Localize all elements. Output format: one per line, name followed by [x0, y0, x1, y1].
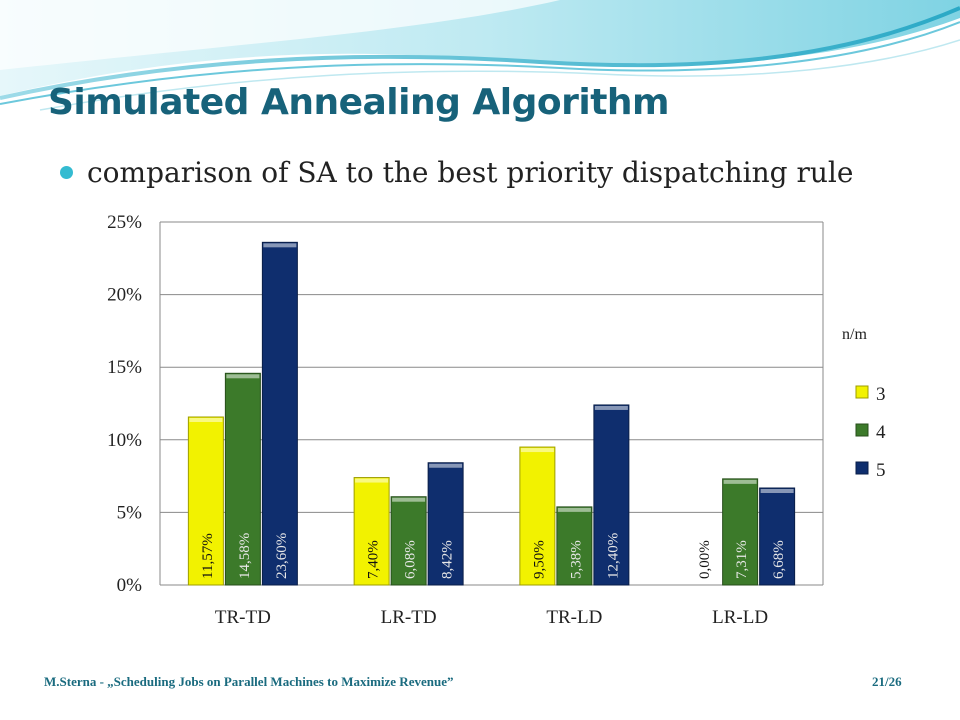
legend-swatch	[855, 385, 869, 399]
y-tick-label: 0%	[117, 575, 143, 596]
bullet-dot-icon	[60, 166, 73, 179]
bar	[593, 404, 630, 586]
y-tick-label: 15%	[107, 357, 142, 378]
data-label: 7,31%	[734, 540, 750, 579]
data-label: 6,68%	[771, 540, 787, 579]
bar	[224, 372, 261, 586]
bar	[187, 416, 224, 586]
bar-bevel	[355, 478, 389, 483]
bullet-item: comparison of SA to the best priority di…	[60, 156, 853, 189]
bar	[722, 478, 759, 586]
y-tick-label: 10%	[107, 430, 142, 451]
y-tick-label: 25%	[107, 212, 142, 233]
bar-bevel	[226, 374, 260, 379]
bar-chart: 0% 5% 10% 15% 20% 25% 11,57% 14,58% 23,60% TR-TD 7…	[107, 212, 886, 628]
bar-bevel	[520, 448, 554, 453]
x-tick-label: TR-LD	[546, 607, 602, 628]
data-label: 14,58%	[237, 533, 253, 579]
slide-title: Simulated Annealing Algorithm	[48, 82, 670, 123]
data-label: 6,08%	[403, 540, 419, 579]
bullet-text: comparison of SA to the best priority di…	[87, 156, 854, 189]
data-label: 0,00%	[697, 540, 713, 579]
data-label: 23,60%	[274, 533, 290, 579]
footer-citation: M.Sterna - „Scheduling Jobs on Parallel …	[44, 674, 454, 689]
data-label: 5,38%	[568, 540, 584, 579]
legend-label: 5	[876, 460, 886, 481]
bar-bevel	[760, 489, 794, 494]
page-number: 21/26	[872, 674, 902, 689]
bar-bevel	[189, 418, 223, 423]
x-tick-label: LR-TD	[381, 607, 437, 628]
x-tick-label: LR-LD	[712, 607, 768, 628]
y-tick-label: 20%	[107, 285, 142, 306]
bar	[556, 506, 593, 586]
bar-bevel	[263, 243, 297, 248]
y-tick-label: 5%	[117, 502, 143, 523]
data-label: 9,50%	[531, 540, 547, 579]
bar-bevel	[429, 463, 463, 468]
bar-bevel	[557, 507, 591, 512]
bar	[390, 496, 427, 586]
data-label: 8,42%	[440, 540, 456, 579]
legend-title: n/m	[842, 326, 867, 343]
bar	[261, 241, 298, 586]
bar-bevel	[723, 479, 757, 484]
x-tick-label: TR-TD	[215, 607, 271, 628]
data-label: 11,57%	[200, 533, 216, 579]
bar-bevel	[594, 405, 628, 410]
bar	[519, 446, 556, 586]
bar-bevel	[392, 497, 426, 502]
legend-label: 3	[876, 384, 886, 405]
bar	[759, 487, 796, 586]
data-label: 7,40%	[366, 540, 382, 579]
bar	[353, 477, 390, 586]
bar	[427, 462, 464, 586]
legend-label: 4	[876, 422, 886, 443]
decorative-wave-header	[0, 0, 960, 111]
legend-swatch	[855, 461, 869, 475]
legend-swatch	[855, 423, 869, 437]
data-label: 12,40%	[605, 533, 621, 579]
